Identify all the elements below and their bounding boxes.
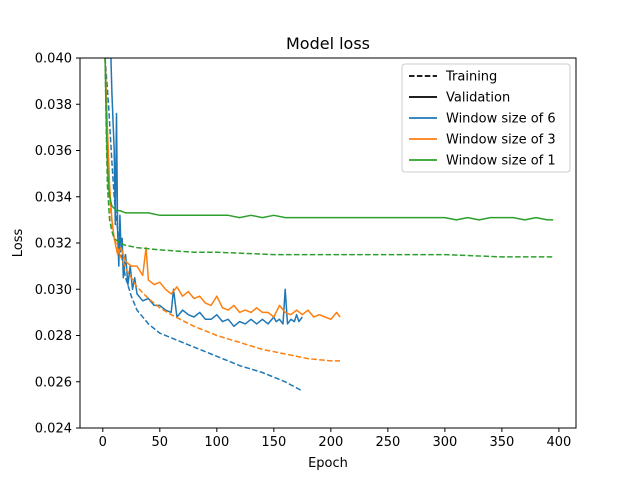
legend-box [401, 63, 571, 173]
series-line-5 [104, 58, 554, 258]
x-tick-label: 200 [318, 435, 343, 450]
chart-title: Model loss [286, 34, 370, 53]
x-axis-title: Epoch [308, 456, 348, 471]
x-tick-label: 100 [204, 435, 229, 450]
x-tick-label: 50 [152, 435, 169, 450]
x-tick-label: 0 [99, 435, 107, 450]
y-tick-label: 0.032 [35, 237, 72, 252]
legend-label: Validation [446, 91, 510, 106]
y-tick-label: 0.024 [35, 422, 72, 437]
y-tick-label: 0.040 [35, 52, 72, 67]
series-layer [104, 58, 554, 392]
x-tick-label: 350 [489, 435, 514, 450]
series-line-2 [106, 58, 303, 328]
y-tick-label: 0.038 [35, 98, 72, 113]
legend-label: Window size of 6 [446, 112, 556, 127]
y-tick-label: 0.026 [35, 375, 72, 390]
legend-label: Window size of 3 [446, 133, 556, 148]
y-tick-label: 0.036 [35, 144, 72, 159]
x-tick-label: 400 [546, 435, 571, 450]
series-line-4 [104, 58, 341, 321]
legend: Training Validation Window size of 6 Window… [401, 63, 571, 173]
y-tick-label: 0.034 [35, 190, 72, 205]
series-line-1 [104, 58, 303, 392]
legend-label: Training [445, 70, 497, 85]
x-tick-label: 250 [375, 435, 400, 450]
y-tick-label: 0.028 [35, 329, 72, 344]
y-tick-label: 0.030 [35, 283, 72, 298]
y-axis-title: Loss [11, 229, 26, 258]
x-tick-label: 150 [261, 435, 286, 450]
legend-label: Window size of 1 [446, 154, 556, 169]
series-line-6 [104, 58, 554, 221]
y-axis: 0.024 0.026 0.028 0.030 0.032 0.034 0.036 0.038… [35, 52, 80, 437]
x-axis: 0 50 100 150 200 250 300 350 400 [99, 428, 571, 450]
x-tick-label: 300 [432, 435, 457, 450]
